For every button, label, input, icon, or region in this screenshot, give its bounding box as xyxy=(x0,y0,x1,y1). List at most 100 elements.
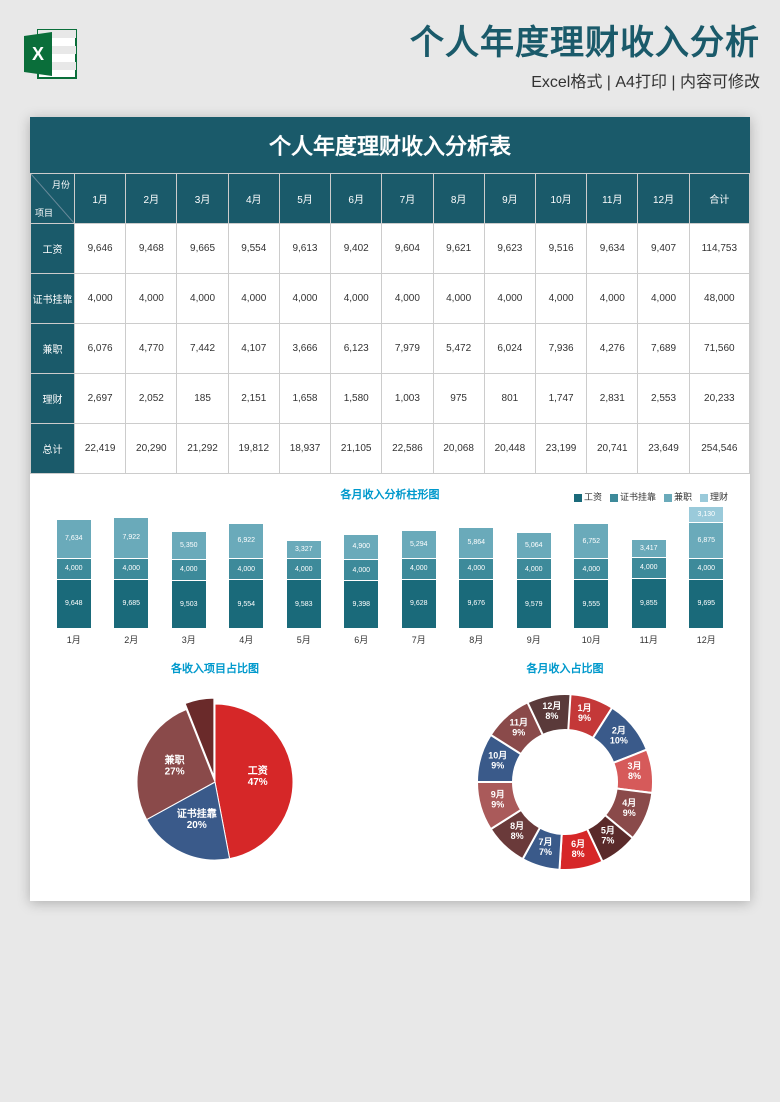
bar-segment: 4,000 xyxy=(287,559,321,579)
data-cell: 20,233 xyxy=(689,374,749,424)
data-cell: 4,000 xyxy=(382,274,433,324)
data-cell: 2,831 xyxy=(587,374,638,424)
pie-label: 7% xyxy=(539,847,552,857)
data-cell: 9,604 xyxy=(382,224,433,274)
header-title: 个人年度理财收入分析 xyxy=(95,15,760,64)
pie-label: 6% xyxy=(190,689,205,700)
pie-label: 20% xyxy=(187,820,207,831)
pie-label: 工资 xyxy=(248,764,268,777)
data-cell: 185 xyxy=(177,374,228,424)
data-cell: 6,123 xyxy=(331,324,382,374)
bar-group: 5,8644,0009,6768月 xyxy=(449,528,505,646)
bar-segment: 4,000 xyxy=(517,559,551,579)
data-cell: 20,290 xyxy=(126,424,177,474)
bar-segment: 4,000 xyxy=(459,559,493,579)
data-cell: 9,402 xyxy=(331,224,382,274)
pie-label: 9% xyxy=(578,713,591,723)
bar-segment: 7,922 xyxy=(114,518,148,558)
pie2-title: 各月收入占比图 xyxy=(397,660,733,676)
data-cell: 9,468 xyxy=(126,224,177,274)
data-cell: 114,753 xyxy=(689,224,749,274)
data-cell: 19,812 xyxy=(228,424,279,474)
data-cell: 2,697 xyxy=(75,374,126,424)
pie-label: 12月 xyxy=(542,701,561,711)
row-header: 总计 xyxy=(31,424,75,474)
bar-segment: 9,695 xyxy=(689,580,723,628)
pie-label: 1月 xyxy=(578,703,592,713)
bar-segment: 9,676 xyxy=(459,580,493,628)
bar-segment: 5,864 xyxy=(459,528,493,557)
bar-group: 6,9224,0009,5544月 xyxy=(219,524,275,646)
bar-segment: 4,900 xyxy=(344,535,378,560)
data-cell: 9,646 xyxy=(75,224,126,274)
data-cell: 4,000 xyxy=(75,274,126,324)
row-header: 证书挂靠 xyxy=(31,274,75,324)
bar-legend: 工资证书挂靠兼职理财 xyxy=(566,490,728,503)
pie-label: 5月 xyxy=(601,825,615,835)
pie-label: 兼职 xyxy=(165,753,185,766)
bar-label: 7月 xyxy=(412,633,426,646)
data-cell: 4,000 xyxy=(484,274,535,324)
pie-label: 10% xyxy=(610,735,628,745)
bar-label: 3月 xyxy=(182,633,196,646)
pie-label: 证书挂靠 xyxy=(177,807,217,820)
bar-label: 2月 xyxy=(124,633,138,646)
data-cell: 18,937 xyxy=(279,424,330,474)
pie-section: 各收入项目占比图 工资47%证书挂靠20%兼职27%理财6% 各月收入占比图 1… xyxy=(30,654,750,901)
pie-label: 8% xyxy=(572,849,585,859)
bar-segment: 9,579 xyxy=(517,580,551,628)
data-cell: 1,747 xyxy=(535,374,586,424)
pie-label: 2月 xyxy=(612,725,626,735)
bar-group: 3,1306,8754,0009,69512月 xyxy=(679,507,735,646)
data-cell: 48,000 xyxy=(689,274,749,324)
data-cell: 4,276 xyxy=(587,324,638,374)
month-header: 合计 xyxy=(689,174,749,224)
data-cell: 20,741 xyxy=(587,424,638,474)
legend-item: 证书挂靠 xyxy=(610,490,656,503)
pie-label: 6月 xyxy=(571,839,585,849)
data-cell: 4,000 xyxy=(331,274,382,324)
month-header: 5月 xyxy=(279,174,330,224)
pie-label: 9% xyxy=(491,760,504,770)
bar-segment: 9,398 xyxy=(344,581,378,628)
header-subtitle: Excel格式 | A4打印 | 内容可修改 xyxy=(95,68,760,92)
data-cell: 9,554 xyxy=(228,224,279,274)
row-header: 兼职 xyxy=(31,324,75,374)
bar-segment: 9,628 xyxy=(402,580,436,628)
bar-segment: 9,648 xyxy=(57,580,91,628)
bar-segment: 4,000 xyxy=(402,559,436,579)
bar-segment: 4,000 xyxy=(632,558,666,578)
bar-segment: 4,000 xyxy=(172,560,206,580)
month-header: 1月 xyxy=(75,174,126,224)
data-cell: 20,448 xyxy=(484,424,535,474)
data-cell: 9,621 xyxy=(433,224,484,274)
bar-segment: 4,000 xyxy=(574,559,608,579)
data-cell: 6,076 xyxy=(75,324,126,374)
bar-group: 3,3274,0009,5835月 xyxy=(276,541,332,646)
bar-segment: 9,554 xyxy=(229,580,263,628)
data-cell: 7,689 xyxy=(638,324,689,374)
bar-group: 4,9004,0009,3986月 xyxy=(334,535,390,646)
bar-group: 3,4174,0009,85511月 xyxy=(621,540,677,646)
data-cell: 801 xyxy=(484,374,535,424)
month-header: 4月 xyxy=(228,174,279,224)
bar-label: 9月 xyxy=(527,633,541,646)
pie-label: 8% xyxy=(511,831,524,841)
pie-label: 9月 xyxy=(491,790,505,800)
data-cell: 9,407 xyxy=(638,224,689,274)
data-cell: 9,634 xyxy=(587,224,638,274)
page-header: X 个人年度理财收入分析 Excel格式 | A4打印 | 内容可修改 xyxy=(0,0,780,107)
data-cell: 4,000 xyxy=(279,274,330,324)
pie-label: 7% xyxy=(601,835,614,845)
pie-label: 8% xyxy=(628,771,641,781)
bar-segment: 4,000 xyxy=(57,559,91,579)
month-header: 10月 xyxy=(535,174,586,224)
bar-segment: 9,503 xyxy=(172,581,206,629)
bar-segment: 5,350 xyxy=(172,532,206,559)
bar-group: 6,7524,0009,55510月 xyxy=(564,524,620,646)
data-cell: 7,936 xyxy=(535,324,586,374)
data-cell: 9,516 xyxy=(535,224,586,274)
bar-segment: 7,634 xyxy=(57,520,91,558)
pie-label: 9% xyxy=(512,727,525,737)
bar-group: 5,2944,0009,6287月 xyxy=(391,531,447,646)
